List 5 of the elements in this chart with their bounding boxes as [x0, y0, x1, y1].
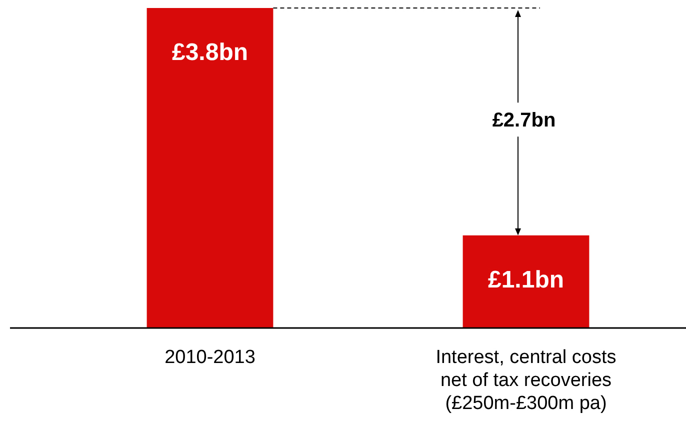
x-tick-label: Interest, central costs net of tax recoveries (£250m-£300m pa) [436, 347, 616, 414]
data-label: £1.1bn [488, 266, 564, 294]
x-tick-label: 2010-2013 [164, 347, 256, 368]
annotation: £2.7bn [492, 110, 556, 132]
data-label: £3.8bn [172, 39, 248, 66]
